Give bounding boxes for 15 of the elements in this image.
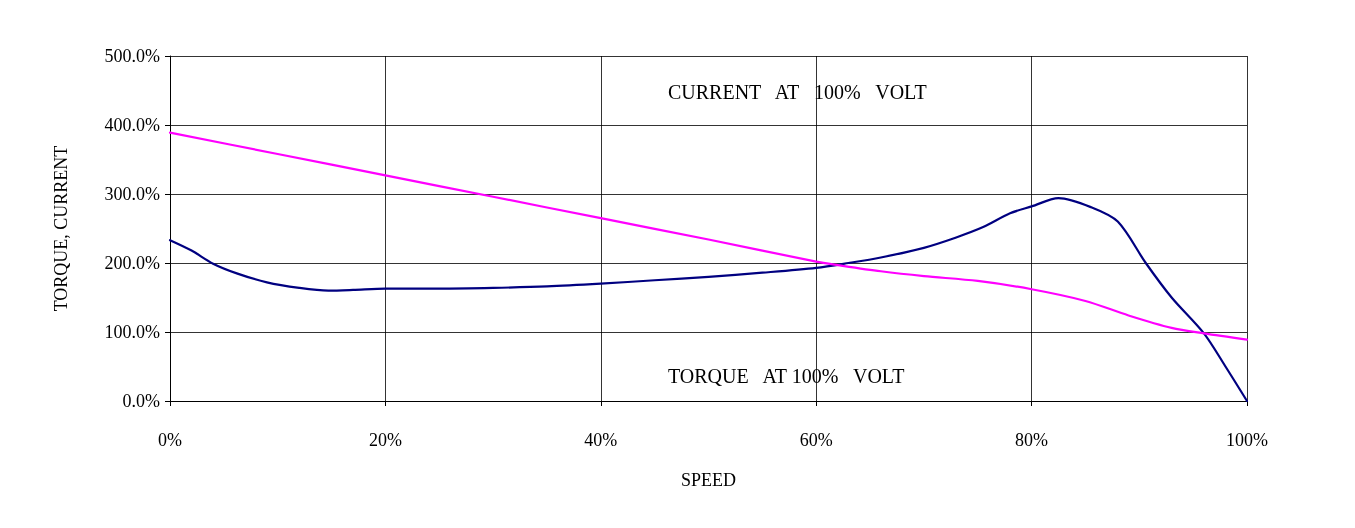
y-tick-label: 100.0%	[104, 322, 160, 342]
x-tick-label: 40%	[584, 430, 618, 450]
line-series	[168, 131, 1249, 341]
y-tick-label: 400.0%	[104, 115, 160, 135]
x-tick-label: 0%	[158, 430, 182, 450]
y-tick-label: 200.0%	[104, 253, 160, 273]
x-tick-label: 60%	[799, 430, 833, 450]
y-tick-label: 500.0%	[104, 46, 160, 66]
x-tick-label: 80%	[1015, 430, 1049, 450]
x-axis-title: SPEED	[680, 470, 737, 490]
y-tick-label: 0.0%	[122, 391, 160, 411]
x-tick-label: 100%	[1226, 430, 1268, 450]
y-axis-title: TORQUE, CURRENT	[51, 145, 71, 312]
y-tick-label: 300.0%	[104, 184, 160, 204]
x-tick-label: 20%	[368, 430, 402, 450]
